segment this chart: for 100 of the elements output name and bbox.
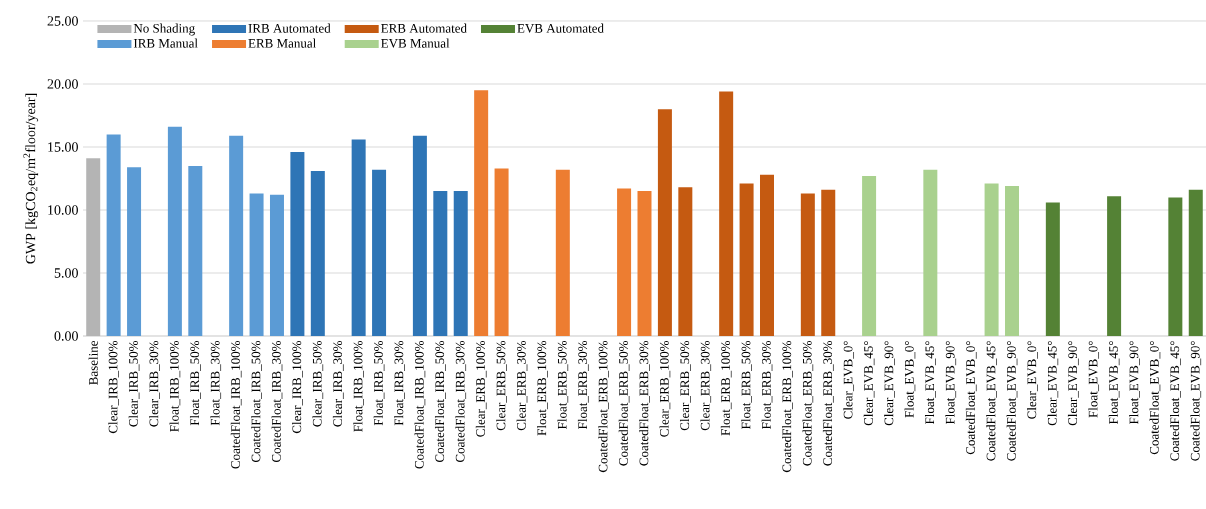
legend-label: IRB Manual	[133, 38, 198, 48]
bar	[984, 183, 999, 336]
x-tick-label: Clear_EVB_90°	[884, 341, 895, 426]
y-tick-label: 5.00	[54, 268, 78, 278]
x-tick-label: Clear_ERB_30%	[516, 340, 528, 431]
x-tick-label: Float_IRB_50%	[189, 340, 201, 426]
bar	[433, 191, 448, 336]
bar	[290, 152, 305, 336]
x-tick-label: Float_IRB_30%	[210, 340, 222, 426]
x-tick-label: CoatedFloat_ERB_50%	[802, 340, 814, 466]
bar	[800, 193, 815, 336]
x-tick-label: Float_IRB_100%	[353, 340, 364, 432]
x-tick-label: Clear_EVB_0°	[1027, 341, 1038, 419]
y-tick-label: 15.00	[48, 142, 78, 152]
x-tick-label: CoatedFloat_ERB_100%	[782, 340, 793, 473]
bar	[923, 169, 938, 336]
x-tick-label: Clear_IRB_30%	[332, 340, 344, 427]
x-tick-label: CoatedFloat_IRB_50%	[434, 340, 446, 463]
x-tick-label: Clear_EVB_45°	[863, 341, 875, 426]
x-tick-label: Float_ERB_50%	[557, 340, 569, 429]
bar	[86, 158, 101, 336]
legend-label: EVB Manual	[381, 38, 450, 48]
x-tick-label: CoatedFloat_IRB_50%	[251, 340, 262, 463]
x-tick-label: Clear_IRB_50%	[312, 340, 324, 427]
y-axis-title: GWP [kgCO$_{2}$eq/m$^{2}$floor/year]	[23, 93, 39, 264]
x-tick-label: Float_ERB_100%	[720, 340, 732, 436]
x-tick-label: CoatedFloat_ERB_50%	[618, 340, 630, 466]
bar	[372, 169, 387, 336]
bar	[678, 187, 693, 336]
bar	[412, 135, 427, 336]
x-tick-label: CoatedFloat_EVB_0°	[965, 341, 977, 455]
bar	[474, 90, 489, 336]
bar	[555, 169, 570, 336]
y-tick-label: 0.00	[54, 331, 78, 341]
y-tick-label: 20.00	[47, 79, 78, 89]
x-tick-label: Float_EVB_0°	[1088, 341, 1100, 418]
x-tick-label: CoatedFloat_EVB_45°	[1170, 341, 1181, 461]
x-tick-label: Float_EVB_90°	[945, 341, 957, 425]
bar	[269, 194, 284, 336]
bar	[1107, 196, 1122, 336]
x-tick-label: CoatedFloat_ERB_30%	[822, 340, 834, 466]
x-tick-label: Float_ERB_100%	[537, 340, 548, 436]
x-tick-label: Clear_IRB_30%	[149, 340, 160, 427]
bar	[862, 175, 877, 336]
x-tick-label: CoatedFloat_EVB_45°	[986, 341, 997, 461]
bar	[1005, 186, 1020, 336]
legend-label: No Shading	[133, 23, 195, 36]
legend-label: IRB Automated	[248, 23, 331, 33]
bar	[617, 188, 632, 336]
bar	[188, 165, 203, 336]
x-tick-label: Float_ERB_50%	[741, 340, 752, 429]
x-tick-label: CoatedFloat_ERB_30%	[639, 340, 650, 466]
x-tick-label: Clear_ERB_100%	[475, 340, 487, 437]
bar	[1188, 189, 1203, 336]
x-tick-label: Float_EVB_90°	[1129, 341, 1140, 425]
x-tick-label: CoatedFloat_EVB_0°	[1149, 341, 1161, 455]
x-tick-label: Float_EVB_45°	[1108, 341, 1120, 425]
bar	[657, 109, 672, 336]
bar	[821, 189, 836, 336]
x-tick-label: CoatedFloat_EVB_90°	[1190, 341, 1202, 461]
bar	[760, 174, 774, 336]
x-tick-label: Baseline	[88, 340, 98, 385]
legend-label: EVB Automated	[517, 23, 604, 33]
bar	[127, 167, 142, 336]
x-tick-label: Clear_EVB_90°	[1067, 341, 1079, 426]
bar	[453, 191, 468, 336]
bar	[229, 135, 244, 336]
x-tick-label: Float_EVB_45°	[925, 341, 936, 425]
x-tick-label: CoatedFloat_IRB_100%	[414, 340, 426, 469]
x-tick-label: Clear_ERB_100%	[659, 340, 671, 437]
bar	[167, 126, 182, 336]
x-tick-label: Clear_IRB_50%	[128, 340, 140, 427]
bar	[249, 193, 264, 336]
x-tick-label: Clear_EVB_0°	[843, 341, 855, 419]
x-tick-label: Clear_ERB_50%	[679, 340, 691, 431]
x-tick-label: Clear_ERB_50%	[496, 340, 507, 431]
x-tick-label: CoatedFloat_IRB_100%	[230, 340, 242, 469]
bar	[719, 91, 734, 336]
x-tick-label: CoatedFloat_ERB_100%	[598, 340, 609, 473]
y-tick-label: 25.00	[47, 16, 78, 26]
legend-label: ERB Manual	[248, 38, 317, 48]
x-tick-label: Float_IRB_100%	[169, 340, 181, 432]
x-tick-label: Float_EVB_0°	[904, 341, 916, 418]
bar	[494, 168, 509, 336]
x-tick-label: CoatedFloat_IRB_30%	[455, 340, 467, 463]
x-tick-label: CoatedFloat_IRB_30%	[271, 340, 283, 463]
bar	[106, 134, 121, 336]
x-tick-label: Clear_IRB_100%	[292, 340, 303, 434]
x-tick-label: Clear_EVB_45°	[1047, 341, 1059, 426]
y-tick-label: 10.00	[48, 205, 78, 215]
x-tick-label: Clear_ERB_30%	[700, 340, 712, 431]
x-tick-label: Float_IRB_50%	[373, 340, 385, 426]
bar	[637, 191, 652, 336]
x-tick-label: CoatedFloat_EVB_90°	[1006, 341, 1018, 461]
x-tick-label: Clear_IRB_100%	[108, 340, 119, 434]
bar	[310, 170, 325, 336]
bar	[1045, 202, 1060, 336]
legend-label: ERB Automated	[381, 23, 467, 33]
bar	[351, 139, 366, 336]
x-tick-label: Float_ERB_30%	[761, 340, 773, 429]
